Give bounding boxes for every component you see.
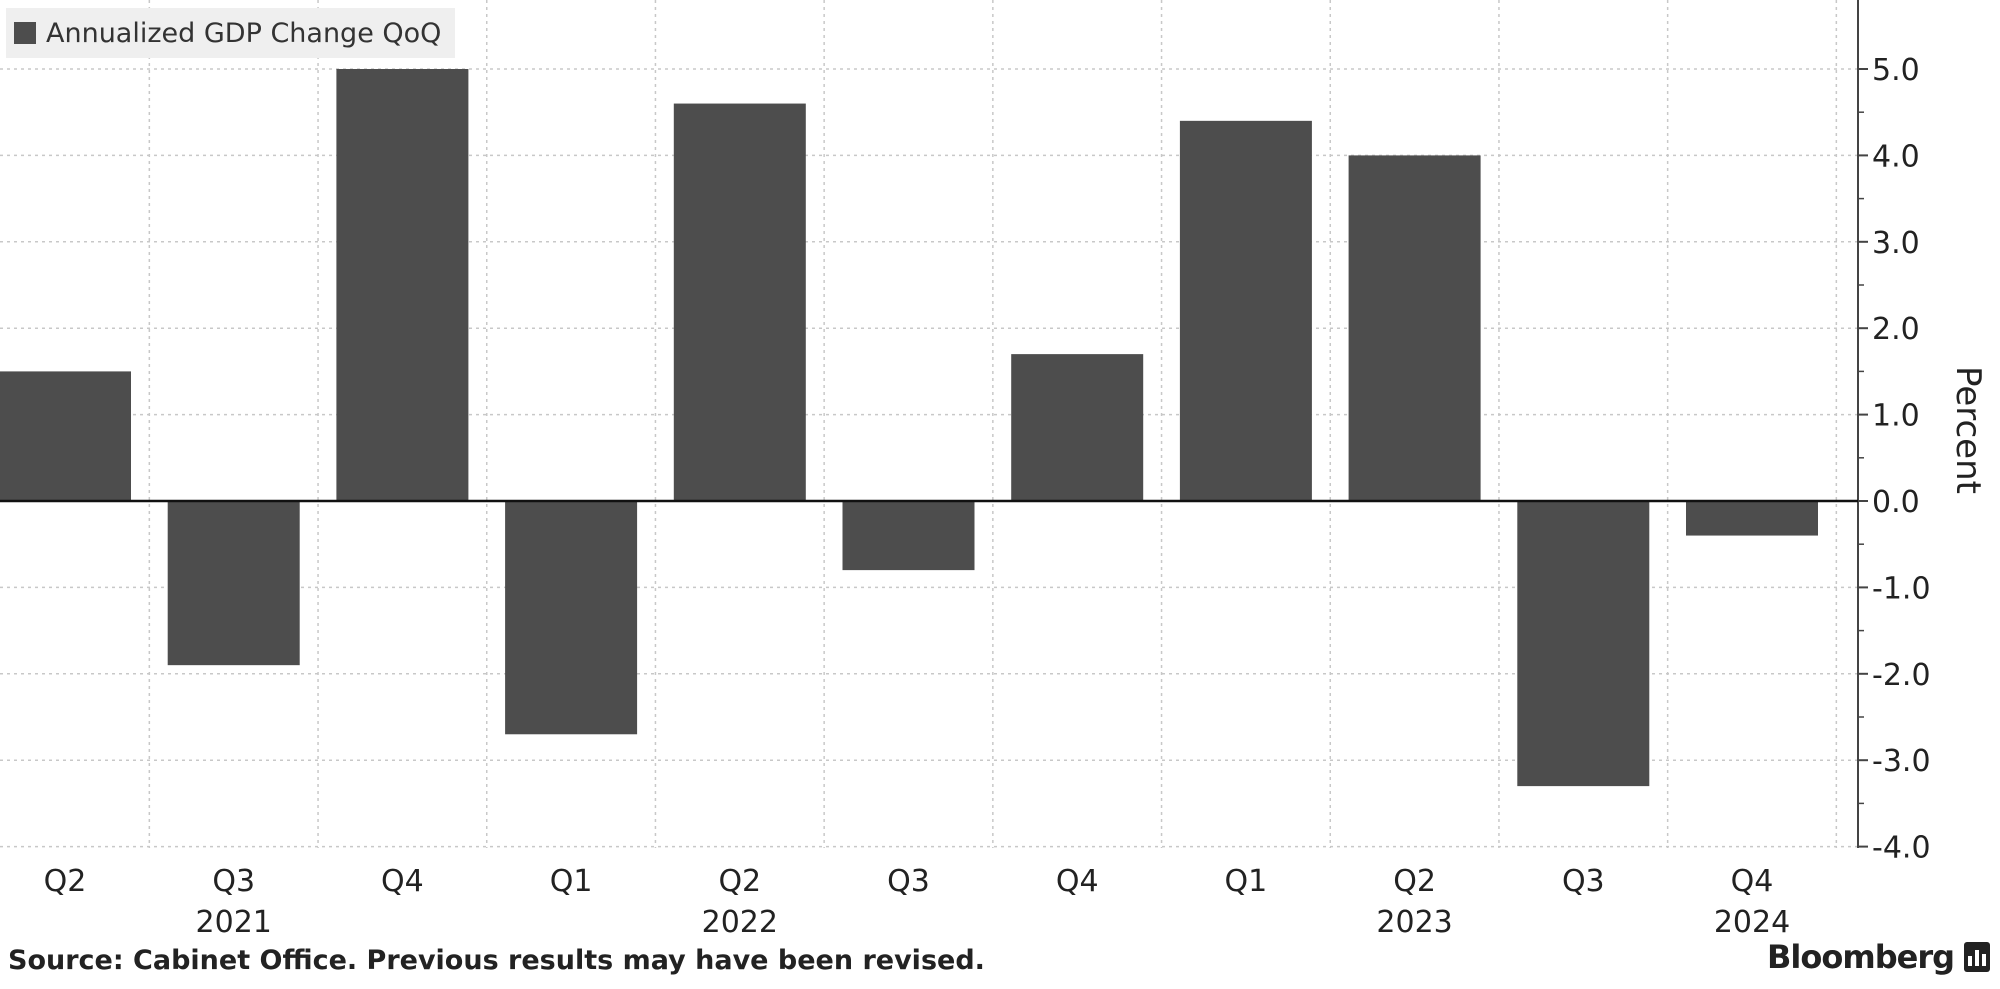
- x-tick-label: Q2: [718, 864, 761, 899]
- bar: [673, 103, 806, 501]
- legend: Annualized GDP Change QoQ: [6, 8, 456, 58]
- bar: [0, 371, 131, 501]
- bar: [1011, 354, 1144, 501]
- y-tick-label: -3.0: [1872, 744, 1931, 779]
- y-tick-label: 2.0: [1872, 312, 1920, 347]
- bar: [1517, 501, 1650, 787]
- x-tick-label: Q2: [44, 864, 87, 899]
- y-tick-label: 4.0: [1872, 139, 1920, 174]
- bar: [167, 501, 300, 666]
- y-tick-label: -1.0: [1872, 571, 1931, 606]
- x-tick-label: Q4: [1056, 864, 1099, 899]
- bar: [1179, 120, 1312, 501]
- x-tick-label: Q2: [1393, 864, 1436, 899]
- y-axis-title: Percent: [1948, 366, 1988, 494]
- source-note: Source: Cabinet Office. Previous results…: [8, 945, 985, 976]
- x-tick-label: Q3: [887, 864, 930, 899]
- x-tick-label: Q4: [381, 864, 424, 899]
- x-tick-label: Q1: [550, 864, 593, 899]
- bar: [1686, 501, 1818, 536]
- bar: [505, 501, 638, 735]
- bar: [336, 69, 469, 501]
- legend-swatch: [14, 22, 36, 44]
- x-tick-label: Q1: [1225, 864, 1268, 899]
- bar: [842, 501, 975, 571]
- bloomberg-logo-icon: [1964, 942, 1990, 972]
- y-tick-label: 3.0: [1872, 226, 1920, 261]
- x-tick-label: Q4: [1731, 864, 1774, 899]
- x-tick-label: Q3: [212, 864, 255, 899]
- legend-label: Annualized GDP Change QoQ: [46, 17, 442, 49]
- y-tick-label: -4.0: [1872, 831, 1931, 866]
- brand: Bloomberg: [1767, 938, 1990, 976]
- x-year-label: 2024: [1714, 905, 1790, 940]
- y-tick-label: -2.0: [1872, 658, 1931, 693]
- x-year-label: 2021: [196, 905, 272, 940]
- x-year-label: 2022: [702, 905, 778, 940]
- brand-name: Bloomberg: [1767, 938, 1955, 976]
- y-tick-label: 0.0: [1872, 485, 1920, 520]
- y-tick-label: 5.0: [1872, 53, 1920, 88]
- bar: [1348, 155, 1481, 501]
- y-tick-label: 1.0: [1872, 399, 1920, 434]
- x-tick-label: Q3: [1562, 864, 1605, 899]
- x-year-label: 2023: [1376, 905, 1452, 940]
